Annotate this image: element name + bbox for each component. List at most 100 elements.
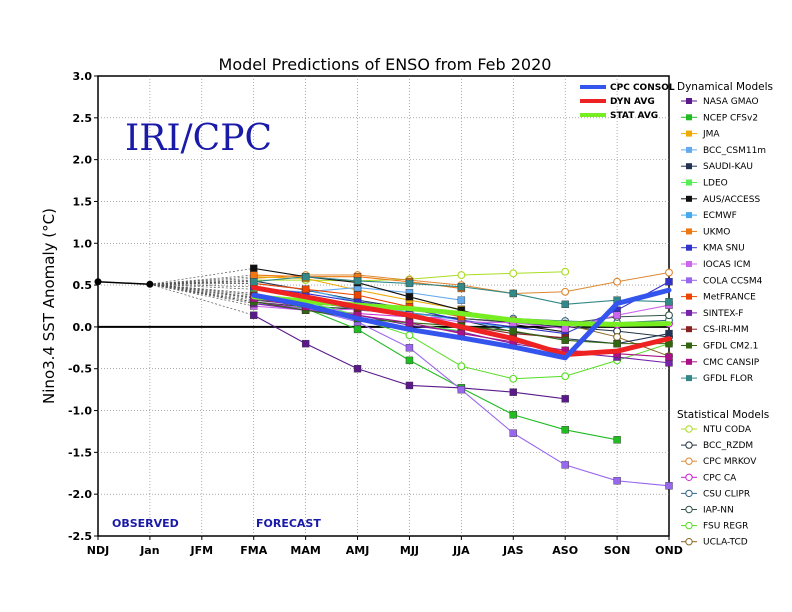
legend-marker <box>686 358 692 365</box>
y-tick-label: 0.0 <box>73 321 93 334</box>
legend-marker <box>685 521 693 530</box>
data-point <box>457 283 466 291</box>
legend-label: CS-IRI-MM <box>703 325 749 335</box>
model-connector <box>149 283 254 288</box>
x-tick-label: AMJ <box>346 544 370 557</box>
model-connector <box>149 278 254 285</box>
observed-point <box>94 278 102 286</box>
data-point <box>665 268 673 277</box>
model-connector <box>149 283 254 304</box>
data-point <box>561 267 570 276</box>
legend-label: CPC CA <box>703 473 737 483</box>
legend-label: CMC CANSIP <box>703 358 760 368</box>
legend-label: IOCAS ICM <box>703 260 750 270</box>
data-point <box>561 426 569 434</box>
grid-lines <box>98 76 669 536</box>
legend-marker <box>685 473 693 481</box>
iri-cpc-watermark: IRI/CPC <box>125 118 272 159</box>
data-point <box>301 285 310 293</box>
x-tick-label: JFM <box>190 544 214 557</box>
model-connector <box>149 268 254 285</box>
y-tick-label: -0.5 <box>68 363 92 376</box>
model-connector <box>149 283 254 296</box>
x-tick-label: JJA <box>452 544 470 557</box>
legend-marker <box>686 130 692 137</box>
legend-label: GFDL FLOR <box>703 374 753 384</box>
data-point <box>353 325 362 334</box>
model-connector <box>149 283 254 290</box>
data-point <box>509 411 517 419</box>
y-tick-label: 1.0 <box>73 237 93 250</box>
data-point <box>405 331 414 340</box>
observed-label: OBSERVED <box>112 517 179 530</box>
data-point <box>405 356 414 365</box>
legend-label: BCC_RZDM <box>703 441 753 451</box>
average-lines <box>251 285 672 361</box>
x-tick-label: FMA <box>240 544 267 557</box>
data-point <box>613 311 621 319</box>
legend-marker <box>686 277 692 284</box>
data-point <box>509 327 517 335</box>
legend-label: DYN AVG <box>610 97 655 107</box>
legend-label: FSU REGR <box>703 522 748 532</box>
data-point <box>613 436 621 444</box>
average-legend: CPC CONSOL DYN AVG STAT AVG <box>580 83 675 121</box>
legend-marker <box>686 179 692 186</box>
legend-marker <box>685 538 693 546</box>
x-tick-label: Jan <box>139 544 159 557</box>
x-tick-label: OND <box>655 544 683 557</box>
data-point <box>613 339 621 348</box>
data-point <box>301 273 310 281</box>
average-line <box>251 285 672 358</box>
legend-label: KMA SNU <box>703 244 745 254</box>
legend-marker <box>686 98 692 104</box>
legend-marker <box>685 441 693 449</box>
legend-label: CPC MRKOV <box>703 457 757 467</box>
legend-marker <box>686 195 692 202</box>
dynamical-legend-title: Dynamical Models <box>677 81 773 93</box>
legend-marker <box>686 261 692 267</box>
data-point <box>561 395 569 403</box>
series-lines <box>94 264 673 490</box>
data-point <box>509 388 517 396</box>
legend-label: STAT AVG <box>610 111 658 121</box>
x-tick-label: MJJ <box>400 544 419 557</box>
y-tick-label: -2.0 <box>68 488 92 501</box>
data-point <box>509 429 517 437</box>
legend-label: NCEP CFSv2 <box>703 113 758 123</box>
chart-title: Model Predictions of ENSO from Feb 2020 <box>219 55 552 74</box>
legend-label: UCLA-TCD <box>703 538 748 548</box>
y-tick-label: 3.0 <box>73 70 93 83</box>
legend-label: CSU CLIPR <box>703 489 750 499</box>
y-tick-label: -1.5 <box>68 446 92 459</box>
statistical-legend-title: Statistical Models <box>677 409 769 421</box>
data-point <box>457 271 466 280</box>
legend-marker <box>685 505 693 514</box>
data-point <box>561 336 569 344</box>
data-point <box>353 291 362 299</box>
average-line <box>251 287 672 361</box>
model-connector <box>149 283 254 298</box>
data-point <box>613 477 621 485</box>
data-point <box>561 287 570 296</box>
data-point <box>250 264 258 273</box>
data-point <box>353 277 362 285</box>
data-point <box>509 374 518 383</box>
data-point <box>613 332 622 341</box>
data-point <box>509 269 518 278</box>
legend-label: CPC CONSOL <box>610 83 675 93</box>
data-point <box>353 365 362 373</box>
data-point <box>301 339 310 348</box>
legend-label: NTU CODA <box>703 425 752 435</box>
legend-label: LDEO <box>703 179 728 189</box>
x-tick-label: NDJ <box>87 544 109 557</box>
data-point <box>561 461 569 469</box>
legend-marker <box>686 228 692 235</box>
data-point <box>457 362 466 371</box>
observed-point <box>146 280 154 288</box>
legend-label: SINTEX-F <box>703 309 743 319</box>
data-point <box>665 278 673 286</box>
y-tick-label: 2.0 <box>73 154 93 167</box>
data-point <box>250 271 258 279</box>
